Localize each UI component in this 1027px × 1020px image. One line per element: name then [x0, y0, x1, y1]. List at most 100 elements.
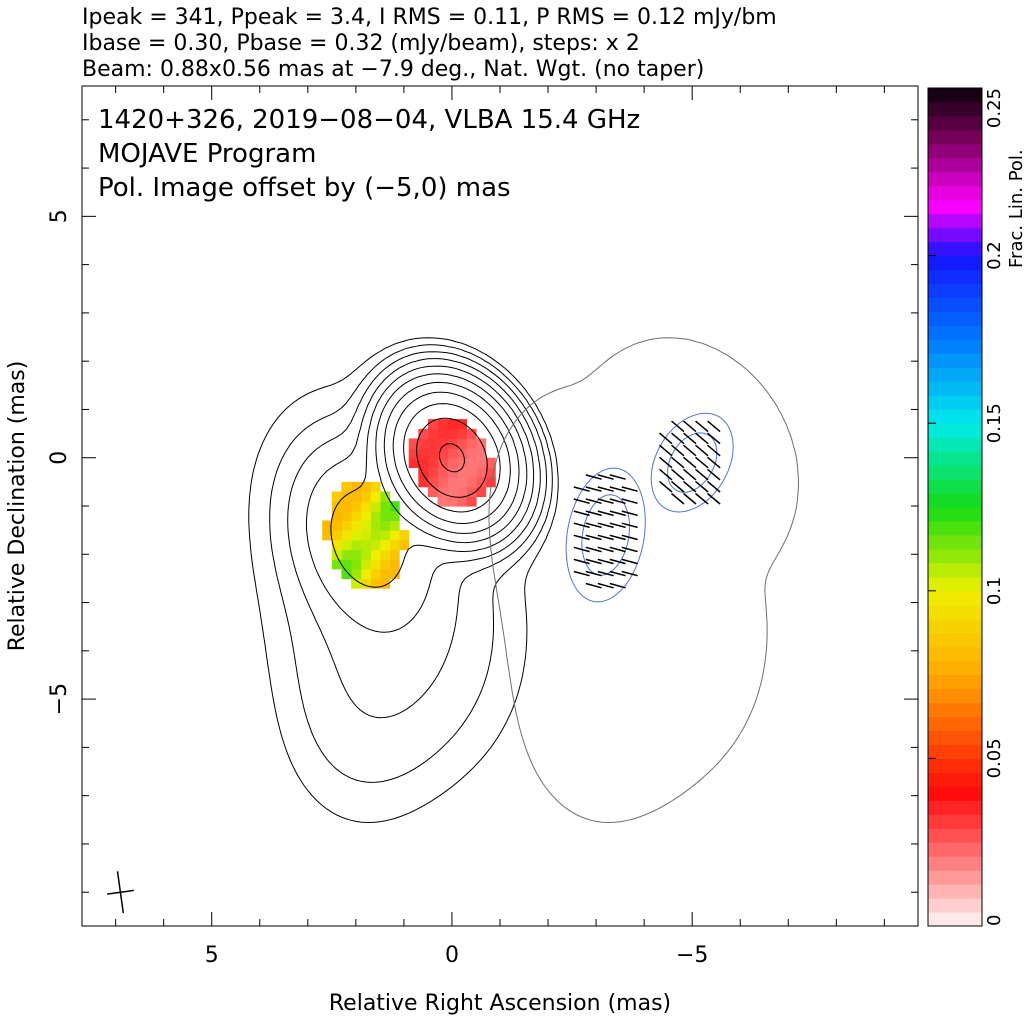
- plot-area: [82, 86, 918, 926]
- fpol-pixel: [379, 520, 391, 531]
- colorbar-frame: [927, 87, 983, 927]
- fpol-pixel: [456, 438, 467, 449]
- evpa-stick: [707, 444, 721, 457]
- colorbar-swatch: [928, 688, 982, 704]
- fpol-pixel: [370, 520, 381, 531]
- colorbar-swatch: [928, 744, 982, 759]
- fpol-pixel: [427, 477, 439, 488]
- beam-minor-axis: [106, 889, 134, 895]
- colorbar-title: Frac. Lin. Pol.: [1006, 149, 1027, 268]
- fpol-pixel: [331, 530, 342, 541]
- fpol-pixel: [427, 448, 439, 459]
- evpa-stick: [683, 444, 697, 457]
- evpa-stick: [609, 570, 626, 577]
- offset-i-contour: [488, 337, 799, 823]
- fpol-region-2: [322, 481, 410, 589]
- evpa-stick: [659, 468, 673, 481]
- fpol-pixel: [456, 419, 467, 430]
- evpa-stick: [573, 558, 590, 565]
- fpol-pixel: [370, 568, 381, 580]
- colorbar-swatch: [928, 758, 982, 773]
- evpa-stick: [597, 534, 614, 541]
- fpol-pixel: [341, 481, 352, 493]
- fpol-pixel: [466, 477, 477, 488]
- fpol-pixel: [476, 448, 487, 459]
- fpol-pixel: [476, 457, 487, 468]
- evpa-stick: [683, 456, 697, 469]
- evpa-stick-layer: [573, 420, 721, 589]
- colorbar-swatch: [928, 674, 982, 690]
- y-tick-label: 5: [47, 209, 72, 223]
- evpa-stick: [609, 486, 626, 492]
- colorbar-tick-label: 0.2: [984, 241, 1005, 270]
- colorbar-swatch: [928, 255, 982, 271]
- colorbar-swatch: [928, 828, 982, 843]
- fpol-pixel: [360, 501, 371, 512]
- colorbar-swatch: [928, 185, 982, 201]
- evpa-stick: [683, 492, 697, 505]
- fpol-pixel: [418, 477, 429, 488]
- fpol-pixel: [418, 457, 429, 468]
- fpol-pixel: [379, 491, 391, 502]
- x-tick-label: 5: [205, 943, 219, 968]
- colorbar-swatch: [928, 353, 982, 368]
- fpol-pixel: [370, 481, 381, 493]
- colorbar-tick-label: 0.1: [984, 576, 1005, 605]
- evpa-stick: [695, 420, 709, 433]
- fpol-pixel: [341, 520, 352, 531]
- fpol-pixel: [351, 549, 362, 560]
- evpa-stick: [621, 510, 638, 517]
- fpol-pixel: [341, 539, 352, 551]
- x-tick-label: −5: [676, 943, 708, 968]
- evpa-stick: [683, 432, 697, 445]
- fpol-pixel: [379, 549, 391, 560]
- fpol-pixel: [379, 501, 391, 512]
- fpol-pixel: [427, 419, 439, 430]
- fpol-pixel: [351, 578, 362, 589]
- evpa-stick: [609, 534, 626, 541]
- evpa-stick: [573, 522, 590, 529]
- evpa-stick: [695, 432, 709, 445]
- fpol-pixel: [456, 496, 467, 507]
- fpol-pixel: [437, 428, 448, 440]
- fpol-pixel: [370, 549, 381, 560]
- evpa-stick: [585, 486, 602, 492]
- x-tick-label: 0: [445, 943, 459, 968]
- evpa-stick: [621, 522, 638, 529]
- fpol-pixel: [379, 539, 391, 551]
- evpa-stick: [707, 456, 721, 469]
- fpol-pixel: [351, 539, 362, 551]
- fpol-region-1: [408, 419, 496, 507]
- fpol-pixel: [437, 419, 448, 430]
- fpol-pixel: [427, 457, 439, 468]
- fpol-pixel: [456, 477, 467, 488]
- header-line-1: Ipeak = 341, Ppeak = 3.4, I RMS = 0.11, …: [82, 5, 777, 30]
- fpol-pixel: [389, 520, 400, 531]
- colorbar-swatch: [928, 660, 982, 676]
- colorbar-tick-label: 0.25: [984, 88, 1005, 128]
- evpa-stick: [573, 486, 590, 492]
- colorbar-swatch: [928, 716, 982, 731]
- evpa-stick: [659, 456, 673, 469]
- i-contour-level-11: [439, 443, 465, 473]
- colorbar: 0 0.05 0.1 0.15 0.2 0.25: [928, 87, 1005, 927]
- fpol-pixel: [389, 549, 400, 560]
- evpa-stick: [609, 546, 626, 553]
- fpol-pixel: [379, 530, 391, 541]
- fpol-pixel: [485, 477, 496, 488]
- fpol-pixel: [341, 568, 352, 580]
- fpol-pixel: [466, 496, 477, 507]
- y-tick-label: 0: [47, 451, 72, 465]
- evpa-stick: [573, 570, 590, 577]
- fpol-pixel: [360, 530, 371, 541]
- colorbar-swatch: [928, 297, 982, 312]
- colorbar-swatch: [928, 604, 982, 620]
- fpol-pixel: [476, 467, 487, 478]
- evpa-stick: [573, 498, 590, 505]
- evpa-stick: [597, 546, 614, 553]
- i-contour-level-8: [392, 391, 511, 524]
- header-line-2: Ibase = 0.30, Pbase = 0.32 (mJy/beam), s…: [82, 31, 640, 56]
- fpol-pixel: [437, 496, 448, 507]
- fpol-pixel: [370, 539, 381, 551]
- colorbar-swatch: [928, 842, 982, 857]
